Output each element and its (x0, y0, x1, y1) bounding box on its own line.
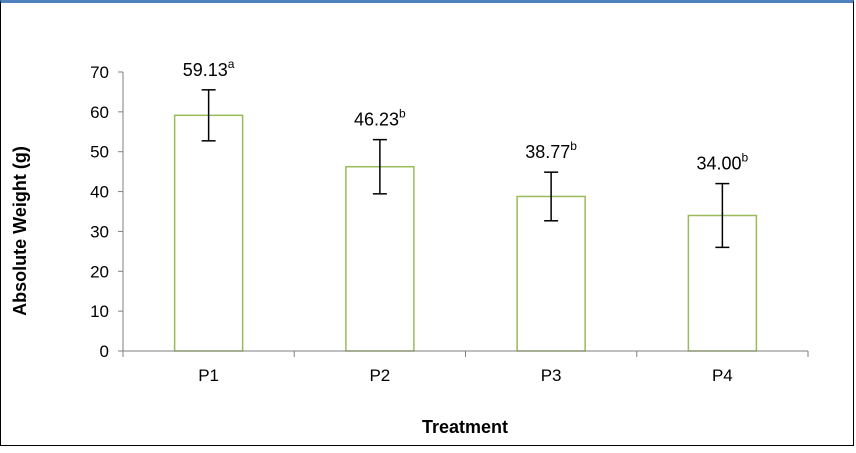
error-bars-group (201, 89, 730, 249)
data-labels-group: 59.13a 46.23b 38.77b 34.00b (183, 57, 749, 174)
y-axis-ticks: 0 10 20 30 40 50 60 70 (90, 63, 123, 361)
y-tick-label: 10 (90, 302, 109, 321)
data-label-p1: 59.13a (183, 57, 235, 80)
y-axis-title: Absolute Weight (g) (10, 146, 30, 316)
x-tick-label-p4: P4 (712, 366, 733, 385)
bars-group (173, 114, 758, 352)
x-tick-label-p1: P1 (198, 366, 219, 385)
y-tick-label: 60 (90, 103, 109, 122)
x-axis-title: Treatment (422, 417, 508, 437)
bar-p1 (173, 114, 244, 352)
y-tick-label: 20 (90, 262, 109, 281)
x-axis-ticks: P1 P2 P3 P4 (198, 366, 733, 385)
data-label-p3: 38.77b (525, 139, 577, 162)
axes-group (122, 72, 809, 357)
data-label-p2: 46.23b (354, 107, 406, 130)
x-tick-label-p3: P3 (541, 366, 562, 385)
y-tick-label: 30 (90, 222, 109, 241)
x-tick-label-p2: P2 (369, 366, 390, 385)
data-label-p4: 34.00b (697, 151, 749, 174)
y-tick-label: 0 (100, 342, 109, 361)
y-tick-label: 50 (90, 143, 109, 162)
y-tick-label: 70 (90, 63, 109, 82)
y-tick-label: 40 (90, 183, 109, 202)
